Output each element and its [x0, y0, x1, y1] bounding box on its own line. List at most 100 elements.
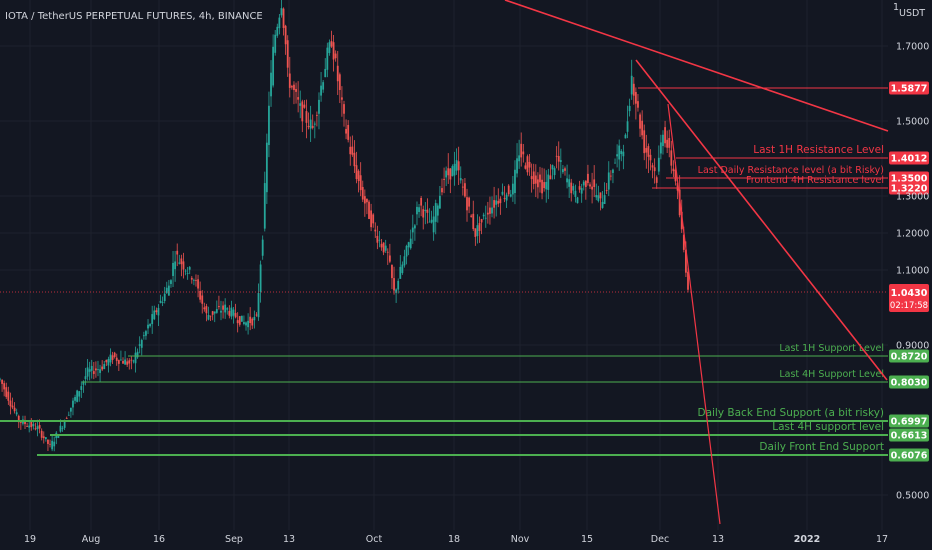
candle-body [345, 129, 347, 134]
trend-line-steep[interactable] [635, 59, 888, 381]
candle-body [432, 216, 435, 233]
candle-body [532, 171, 535, 185]
candle-body [11, 405, 14, 408]
candle-body [439, 195, 441, 209]
candle-body [65, 417, 68, 419]
candle-body [397, 280, 400, 290]
candle-body [84, 376, 87, 380]
candle-body [368, 201, 370, 219]
candle-body [78, 391, 81, 397]
candle-body [416, 206, 418, 215]
price-tick-label: 1.5000 [896, 117, 929, 128]
candle-body [232, 309, 235, 316]
candle-body [639, 114, 641, 129]
candle-body [170, 280, 172, 284]
trend-line-projection[interactable] [667, 103, 721, 525]
candle-body [172, 262, 174, 276]
candle-body [657, 157, 660, 172]
candle-body [682, 234, 685, 250]
candle-body [240, 315, 243, 322]
candle-body [403, 256, 406, 266]
candle-body [205, 306, 208, 314]
price-axis[interactable]: 1.7000 1.5000 1.3000 1.2000 1.1000 0.9000 0.50… [896, 42, 929, 502]
candle-body [630, 75, 633, 95]
candle-body [418, 207, 420, 212]
candle-body [641, 120, 644, 136]
candle-body [357, 170, 360, 182]
candle-body [564, 168, 566, 171]
candle-body [386, 251, 389, 253]
candle-body [107, 358, 110, 366]
level-price-badge [889, 375, 929, 389]
candle-body [63, 421, 66, 428]
candle-body [215, 309, 218, 313]
candle-body [464, 183, 466, 197]
trend-line-major[interactable] [504, 0, 889, 132]
candle-body [224, 304, 227, 313]
candle-body [380, 243, 383, 248]
candle-body [243, 322, 245, 325]
candle-body [491, 207, 493, 214]
candle-body [507, 185, 510, 195]
candle-body [409, 238, 412, 249]
candle-body [384, 245, 387, 251]
level-label: Frontend 4H Resistance level [746, 175, 884, 186]
candle-body [255, 314, 258, 316]
candle-body [42, 436, 45, 439]
time-tick-label: Aug [82, 534, 101, 545]
candle-body [313, 123, 316, 125]
candle-body [153, 310, 156, 320]
candle-body [582, 181, 585, 186]
candle-body [480, 219, 483, 223]
candle-body [634, 92, 637, 104]
level-price-badge [889, 171, 929, 185]
candle-body [209, 315, 212, 317]
candle-body [461, 186, 464, 188]
candle-body [651, 165, 654, 168]
candle-body [44, 437, 47, 440]
candle-body [486, 212, 489, 215]
candle-body [624, 134, 627, 139]
candle-body [17, 415, 20, 423]
candle-body [201, 295, 204, 304]
candle-body [649, 154, 652, 161]
candle-body [591, 186, 593, 190]
candle-body [86, 367, 89, 377]
candle-body [318, 99, 320, 114]
level-price-value: 1.4012 [891, 154, 928, 165]
candle-body [476, 225, 479, 237]
candle-body [401, 264, 404, 273]
candle-body [411, 227, 414, 233]
candle-body [328, 42, 331, 54]
candle-body [80, 386, 83, 390]
candle-body [618, 145, 621, 160]
candle-body [134, 352, 137, 364]
candle-body [274, 34, 277, 53]
candle-body [330, 41, 333, 47]
candle-body [163, 293, 166, 301]
candle-body [286, 40, 289, 68]
candle-body [117, 360, 120, 364]
candle-body [580, 188, 583, 194]
price-tick-label: 0.9000 [896, 341, 929, 352]
current-price-value: 1.0430 [891, 288, 928, 299]
candle-body [628, 105, 631, 112]
candle-body [299, 103, 302, 106]
level-label: Last 4H Support Level [779, 369, 884, 380]
candle-body [220, 310, 222, 313]
candle-body [489, 207, 491, 214]
candle-body [167, 285, 170, 296]
candle-body [601, 201, 604, 208]
candle-body [195, 280, 197, 281]
time-axis[interactable]: 19 Aug 16 Sep 13 Oct 18 Nov 15 Dec 13 2022 17 [24, 534, 888, 545]
candle-body [497, 200, 500, 204]
candle-body [484, 217, 487, 219]
candle-body [549, 175, 552, 180]
candle-body [247, 320, 249, 328]
candle-body [53, 441, 56, 447]
candle-body [495, 200, 498, 205]
time-tick-label: Sep [225, 534, 243, 545]
candle-body [165, 287, 168, 293]
